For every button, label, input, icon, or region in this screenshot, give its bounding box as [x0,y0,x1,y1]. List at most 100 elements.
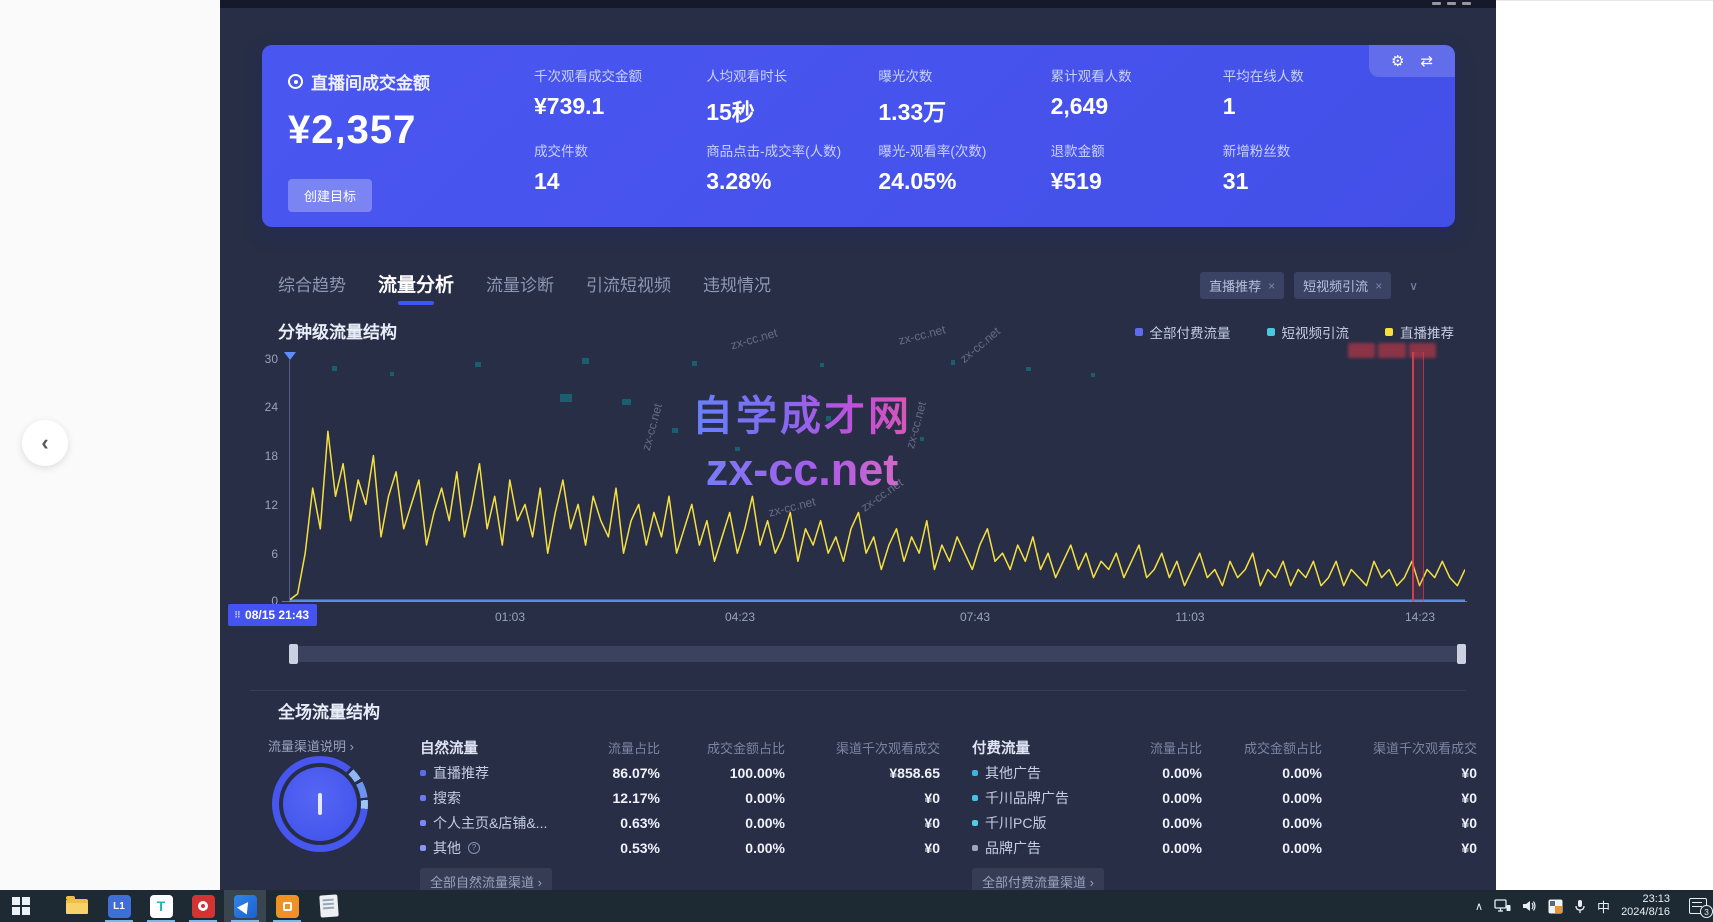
app-pointer-button[interactable] [224,890,266,922]
table-row-name: 其他? [420,835,570,860]
column-header: 流量占比 [607,740,660,756]
legend-short-video[interactable]: 短视频引流 [1266,322,1349,342]
gear-icon[interactable]: ⚙ [1390,53,1405,70]
metric-cell: 新增粉丝数 31 [1222,144,1291,194]
y-tick: 12 [264,498,278,512]
back-button[interactable]: ‹ [22,420,68,466]
close-icon[interactable]: × [1268,278,1276,293]
metric-cell: 平均在线人数 1 [1222,69,1304,119]
filter-tag-live-recommend[interactable]: 直播推荐 × [1200,272,1285,299]
zoom-handle-right[interactable] [1457,644,1466,664]
table-row-name: 个人主页&店铺&... [420,810,570,835]
help-icon[interactable]: ? [468,841,480,854]
metric-cell: 人均观看时长 15秒 [706,69,788,125]
cell-gmv-share: 100.00% [729,764,785,781]
table-row-name: 直播推荐 [420,760,570,785]
legend-live-recommend[interactable]: 直播推荐 [1385,322,1454,342]
pointer-app-icon [233,894,257,918]
metric-cell: 成交件数 14 [534,144,588,194]
x-axis-start-badge[interactable]: ⠿ 08/15 21:43 [228,604,318,626]
window-controls[interactable] [1432,2,1471,5]
notification-badge: 3 [1700,905,1713,918]
table-row-name: 千川PC版 [972,810,1112,835]
tab-traffic-analysis[interactable]: 流量分析 [378,270,454,305]
folder-icon [66,895,88,914]
window-top-strip [220,0,1496,8]
minute-traffic-chart[interactable] [289,358,1466,602]
x-tick: 01:03 [494,610,526,624]
chart-legend: 全部付费流量 短视频引流 直播推荐 [1134,322,1454,342]
ime-indicator[interactable]: 中 [1597,899,1611,915]
cell-per-thousand: ¥0 [1461,789,1477,806]
zoom-handle-left[interactable] [289,644,298,664]
tray-expand-icon[interactable]: ∧ [1474,900,1484,913]
cell-gmv-share: 0.00% [1282,789,1322,806]
hero-metric-grid: 千次观看成交金额 ¥739.1 人均观看时长 15秒 曝光次数 1.33万 累计观看人… [534,65,1395,215]
tab-traffic-diagnosis[interactable]: 流量诊断 [486,276,555,295]
channel-explanation-link[interactable]: 流量渠道说明 › [268,739,354,754]
tab-violations[interactable]: 违规情况 [703,276,772,295]
x-axis-line [282,601,1467,602]
close-icon[interactable]: × [1375,278,1383,293]
clock[interactable]: 23:13 2024/8/16 [1621,893,1670,919]
cell-per-thousand: ¥0 [1461,764,1477,781]
tray-app-icon[interactable] [1548,899,1563,914]
target-icon [288,74,303,89]
hero-metrics-card: 直播间成交金额 ¥2,357 创建目标 千次观看成交金额 ¥739.1 人均观看时… [262,45,1455,227]
y-tick: 18 [264,449,278,463]
file-explorer-button[interactable] [56,890,98,922]
date: 2024/8/16 [1621,906,1670,918]
replay-marker-line [1412,352,1414,602]
y-tick: 30 [264,352,278,366]
column-header: 流量占比 [1149,740,1202,756]
network-icon[interactable] [1494,899,1511,913]
chevron-down-icon[interactable]: ∨ [1409,278,1418,293]
cell-per-thousand: ¥0 [1461,814,1477,831]
cell-traffic-share: 0.53% [620,839,660,856]
app-orange-button[interactable] [266,890,308,922]
app-l1-button[interactable]: L1 [98,890,140,922]
metric-cell: 曝光次数 1.33万 [878,69,947,125]
filter-tag-short-video[interactable]: 短视频引流 × [1294,272,1392,299]
app-red-button[interactable] [182,890,224,922]
hero-primary-value: ¥2,357 [288,108,417,152]
all-natural-channels-link[interactable]: 全部自然流量渠道 › [420,868,552,890]
cell-per-thousand: ¥0 [1461,839,1477,856]
column-header: 自然流量 [420,740,478,757]
create-goal-button[interactable]: 创建目标 [288,179,373,212]
table-row-name: 其他广告 [972,760,1112,785]
table-row-name: 品牌广告 [972,835,1112,860]
tab-overall-trend[interactable]: 综合趋势 [278,276,346,295]
microphone-icon[interactable] [1574,899,1586,914]
metric-cell: 商品点击-成交率(人数) 3.28% [706,144,842,194]
analysis-tabs: 综合趋势 流量分析 流量诊断 引流短视频 违规情况 [278,270,771,305]
all-paid-channels-link[interactable]: 全部付费流量渠道 › [972,868,1104,890]
time: 23:13 [1642,893,1670,905]
paid-traffic-table: 付费流量 流量占比 成交金额占比 渠道千次观看成交 其他广告 0.00% 0.0… [972,734,1477,890]
cell-per-thousand: ¥858.65 [889,764,940,781]
cell-traffic-share: 0.00% [1162,814,1202,831]
traffic-donut-chart [272,756,368,852]
back-chevron-icon: ‹ [41,430,49,455]
cell-gmv-share: 0.00% [745,789,785,806]
column-header: 渠道千次观看成交 [1372,740,1477,756]
swap-icon[interactable]: ⇄ [1420,53,1434,70]
cell-traffic-share: 0.00% [1162,789,1202,806]
metric-cell: 千次观看成交金额 ¥739.1 [534,69,642,119]
notification-center-icon[interactable]: 3 [1689,898,1713,918]
start-button[interactable] [0,890,42,922]
legend-paid-traffic[interactable]: 全部付费流量 [1134,322,1231,342]
watermark-small: zx-cc.net [897,322,947,348]
cell-gmv-share: 0.00% [1282,839,1322,856]
tab-short-video[interactable]: 引流短视频 [586,276,672,295]
cell-gmv-share: 0.00% [1282,814,1322,831]
chart-zoom-slider[interactable] [289,644,1466,664]
volume-icon[interactable] [1522,899,1537,913]
hero-primary-label: 直播间成交金额 [311,74,430,93]
app-notepad-button[interactable] [308,890,350,922]
donut-label-mark [318,793,322,815]
cell-traffic-share: 0.00% [1162,839,1202,856]
app-t-button[interactable]: T [140,890,182,922]
red-annotation [1348,343,1436,358]
